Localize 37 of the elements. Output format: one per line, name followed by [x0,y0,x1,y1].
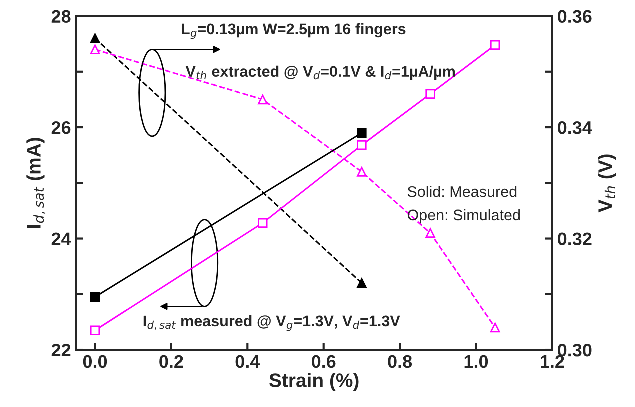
point [258,218,268,228]
point [90,326,100,336]
y-tick-label: 28 [52,10,71,23]
y-tick-label: 24 [52,232,72,246]
x-tick-label: 0.6 [312,355,336,368]
x-tick-label: 0.8 [388,355,412,368]
point [426,89,436,100]
x-axis-title: Strain (%) [270,373,359,392]
point [357,140,367,150]
point [90,292,100,302]
point [490,322,500,333]
point [90,44,100,55]
y-tick-label: 26 [52,121,71,134]
y2-tick-label: 0.30 [558,344,592,357]
y-axis-title: I$_{d,sat}$ (mA) [26,138,46,228]
annotation: Solid: Measured [408,186,517,198]
y-tick-label: 22 [52,344,71,357]
point [258,94,268,105]
point [357,278,367,288]
annotation: I$_{d,sat}$ measured @ V$_{g}$=1.3V, V$_{d}$=1.3V [144,315,400,332]
point [357,167,367,177]
annotation: V$_{th}$ extracted @ V$_{d}$=0.1V & I$_{d}$=1µA/µm [186,66,455,80]
annotation: L$_{g}$=0.13µm W=2.5µm 16 fingers [182,23,406,40]
x-tick-label: 1.0 [464,355,488,368]
annotation: Open: Simulated [408,209,520,224]
x-tick-label: 0.4 [236,355,260,368]
y2-tick-label: 0.36 [558,10,592,24]
y2-tick-label: 0.32 [558,232,592,246]
x-tick-label: 0.2 [160,355,184,368]
point [357,128,367,138]
point [90,34,100,44]
x-tick-label: 1.2 [541,355,564,368]
y2-axis-title: V$_{th}$ (V) [598,154,616,213]
y2-tick-label: 0.34 [558,121,592,134]
x-tick-label: 0.0 [83,355,108,368]
point [490,40,500,50]
point [426,228,436,238]
